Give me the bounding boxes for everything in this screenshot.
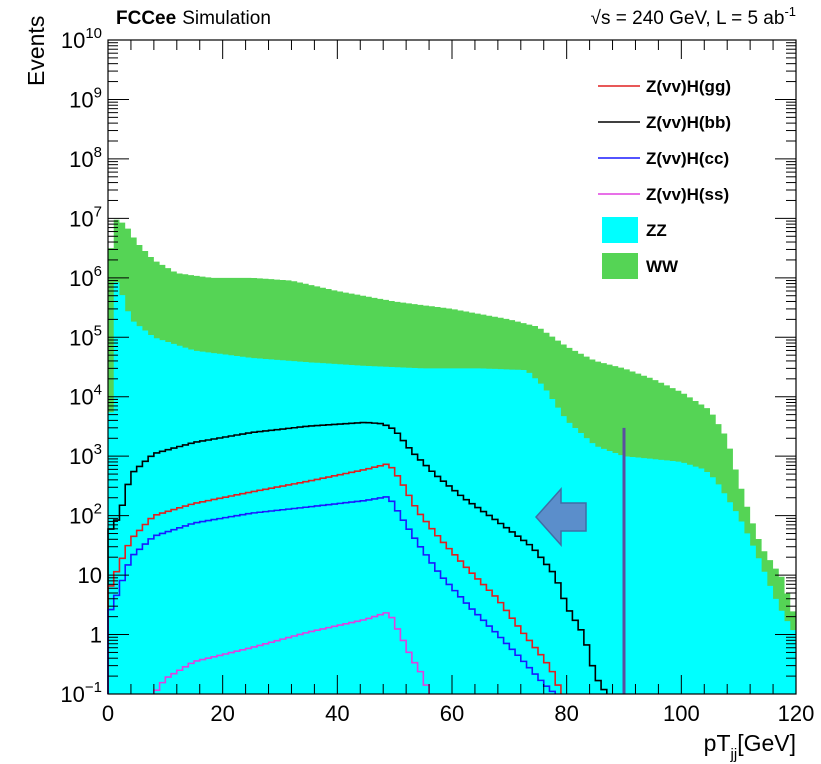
legend-label-4: ZZ: [646, 221, 667, 240]
y-tick-label-11: 1010: [61, 25, 102, 53]
header-title: FCCee Simulation: [116, 8, 271, 29]
legend-label-3: Z(vv)H(ss): [646, 185, 729, 204]
x-axis-title-main: pT: [704, 730, 731, 756]
series-3-line: [107, 463, 562, 694]
y-axis-title: Events: [23, 16, 49, 86]
x-tick-label-0: 0: [102, 701, 114, 726]
header-label: Simulation: [182, 8, 271, 29]
header-experiment: FCCee: [116, 8, 176, 29]
series-5-line: [153, 612, 430, 694]
y-tick-label-8: 107: [69, 203, 102, 231]
x-tick-label-2: 40: [325, 701, 349, 726]
y-tick-label-10: 109: [69, 84, 102, 112]
legend-label-5: WW: [646, 257, 679, 276]
series-4-line: [107, 496, 556, 694]
y-tick-label-2: 10: [78, 563, 102, 588]
y-tick-label-3: 102: [69, 501, 102, 529]
header-energy-prefix: √s = 240 GeV, L = 5 ab: [591, 8, 785, 29]
x-tick-label-3: 60: [440, 701, 464, 726]
series-2-line: [107, 421, 608, 694]
x-tick-label-4: 80: [554, 701, 578, 726]
legend-swatch-5: [602, 253, 638, 279]
x-axis-title-sub: jj: [730, 746, 738, 763]
series-layer: [107, 219, 796, 694]
legend: Z(vv)H(gg) Z(vv)H(bb) Z(vv)H(cc) Z(vv)H(ss)…: [598, 77, 731, 279]
x-tick-label-5: 100: [663, 701, 700, 726]
x-axis-title-unit: [GeV]: [737, 730, 796, 756]
legend-swatch-4: [602, 217, 638, 243]
y-tick-label-4: 103: [69, 441, 102, 469]
header-energy: √s = 240 GeV, L = 5 ab-1: [591, 4, 796, 29]
x-tick-label-1: 20: [210, 701, 234, 726]
x-tick-label-6: 120: [778, 701, 815, 726]
legend-label-2: Z(vv)H(cc): [646, 149, 729, 168]
cut-arrow-left-icon: [534, 487, 587, 547]
legend-label-1: Z(vv)H(bb): [646, 113, 731, 132]
axis-layer: 0 20 40 60 80 100 120 10−1 1 10 102 103 104 105 106 107…: [60, 25, 814, 726]
y-tick-label-7: 106: [69, 263, 102, 291]
y-tick-label-9: 108: [69, 144, 102, 172]
legend-label-0: Z(vv)H(gg): [646, 77, 731, 96]
y-tick-label-5: 104: [69, 382, 102, 410]
y-tick-label-1: 1: [90, 623, 102, 648]
x-axis-title: pTjj[GeV]: [704, 730, 796, 763]
y-tick-label-0: 10−1: [60, 679, 102, 707]
y-tick-label-6: 105: [69, 322, 102, 350]
header-energy-exp: -1: [784, 4, 796, 19]
cut-layer: [534, 427, 626, 694]
